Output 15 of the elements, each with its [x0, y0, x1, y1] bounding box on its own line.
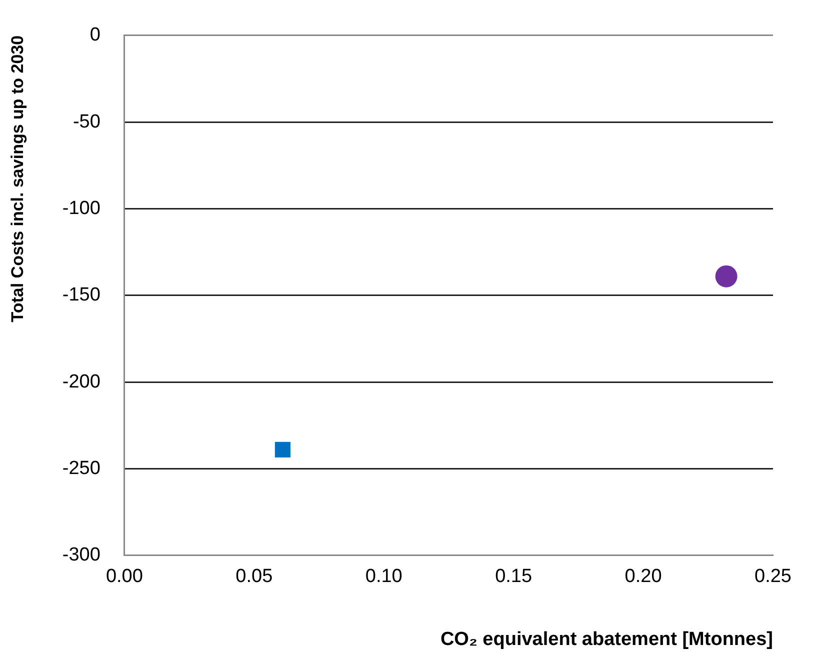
y-tick-label: -200 [62, 371, 100, 392]
y-tick-label: -300 [62, 544, 100, 566]
x-tick-label: 0.00 [106, 566, 143, 588]
y-axis-title: Total Costs incl. savings up to 2030 [8, 35, 27, 322]
y-tick-label: -150 [62, 284, 100, 306]
y-tick-label: 0 [90, 24, 100, 46]
x-tick-label: 0.20 [624, 566, 662, 588]
x-tick-label: 0.10 [365, 566, 402, 588]
y-tick-label: -250 [62, 458, 100, 479]
y-tick-label: -100 [62, 198, 100, 219]
y-tick-label: -50 [72, 111, 100, 132]
x-axis-title: CO₂ equivalent abatement [Mtonnes] [440, 628, 773, 650]
x-tick-label: 0.25 [754, 566, 792, 588]
x-tick-label: 0.15 [495, 566, 532, 588]
x-tick-label: 0.05 [236, 566, 273, 588]
